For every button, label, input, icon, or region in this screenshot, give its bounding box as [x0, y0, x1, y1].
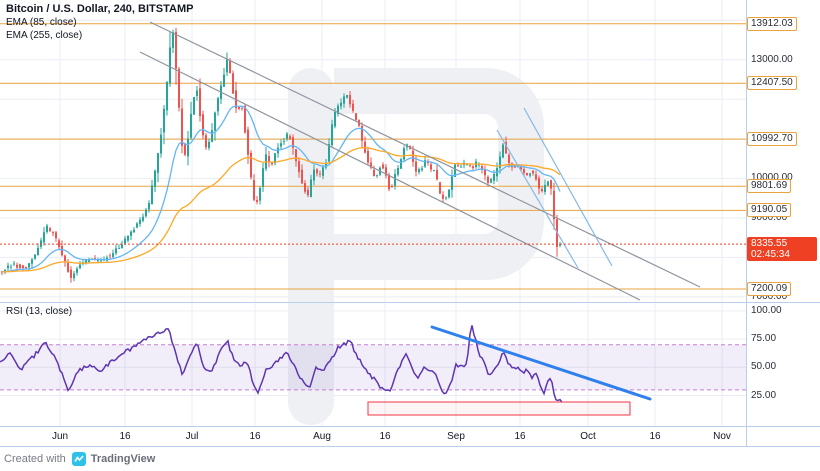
price-axis-separator [746, 0, 747, 446]
last-price-value: 8335.55 [751, 238, 788, 249]
time-axis-label: Sep [447, 431, 465, 442]
trendline-drawing[interactable] [523, 107, 613, 267]
rsi-line [0, 325, 563, 403]
pane-separator-price-rsi[interactable] [0, 302, 820, 303]
ema-slow-legend[interactable]: EMA (255, close) [6, 30, 83, 41]
time-axis-label: Jun [51, 431, 69, 442]
rsi-legend[interactable]: RSI (13, close) [6, 306, 73, 317]
candlestick-series [1, 27, 561, 283]
price-axis[interactable]: 13000.00 10000.00 9000.00 7000.00 13912.03 12… [747, 0, 820, 446]
ema-255-line[interactable] [2, 146, 561, 273]
time-axis-label: Aug [313, 431, 331, 442]
price-level-label: 7200.09 [747, 282, 792, 296]
last-price-label: 8335.55 02:45:34 [747, 237, 817, 261]
rsi-scale-label: 100.00 [751, 305, 782, 316]
time-axis-label: Oct [580, 431, 596, 442]
time-axis-label: 16 [249, 431, 261, 442]
rsi-highlight-rect[interactable] [367, 401, 631, 416]
time-axis-label: Jul [185, 431, 199, 442]
price-level-label: 12407.50 [747, 76, 797, 90]
price-level-label: 13912.03 [747, 17, 797, 31]
time-axis-label: 16 [649, 431, 661, 442]
ema-fast-legend[interactable]: EMA (85, close) [6, 17, 77, 28]
separator-above-footer [0, 446, 820, 447]
rsi-scale-label: 25.00 [751, 390, 777, 401]
rsi-trendline-drawing[interactable] [430, 325, 652, 401]
time-axis-label: 16 [379, 431, 391, 442]
time-axis-label: Nov [713, 431, 731, 442]
price-scale-label: 9000.00 [751, 212, 788, 223]
rsi-scale-label: 50.00 [751, 361, 777, 372]
rsi-band [0, 344, 746, 391]
price-level-label: 10992.70 [747, 132, 797, 146]
price-scale-label: 13000.00 [751, 54, 793, 65]
chart-canvas[interactable] [0, 0, 746, 446]
symbol-title[interactable]: Bitcoin / U.S. Dollar, 240, BITSTAMP [6, 3, 194, 15]
price-level-label: 9190.05 [747, 203, 792, 217]
main-legend: Bitcoin / U.S. Dollar, 240, BITSTAMP EMA… [6, 3, 193, 41]
created-with-text: Created with [4, 453, 66, 465]
tradingview-logo-icon [71, 452, 86, 466]
time-axis-label: 16 [514, 431, 526, 442]
bar-countdown: 02:45:34 [751, 249, 790, 260]
price-scale-label: 7000.00 [751, 291, 788, 302]
rsi-scale-label: 75.00 [751, 333, 777, 344]
trendline-drawing[interactable] [139, 51, 641, 301]
price-scale-label: 10000.00 [751, 172, 793, 183]
tradingview-brand-text[interactable]: TradingView [90, 453, 156, 465]
pane-separator-rsi-timeaxis [0, 426, 820, 427]
ema-85-line[interactable] [1, 105, 561, 273]
price-level-label: 9801.69 [747, 179, 792, 193]
trendline-drawing[interactable] [149, 21, 701, 288]
time-axis[interactable]: Jun 16 Jul 16 Aug 16 Sep 16 Oct 16 Nov [0, 427, 746, 446]
trendline-drawing[interactable] [496, 129, 579, 269]
time-axis-label: 16 [119, 431, 131, 442]
footer-bar: Created with TradingView [0, 447, 820, 471]
